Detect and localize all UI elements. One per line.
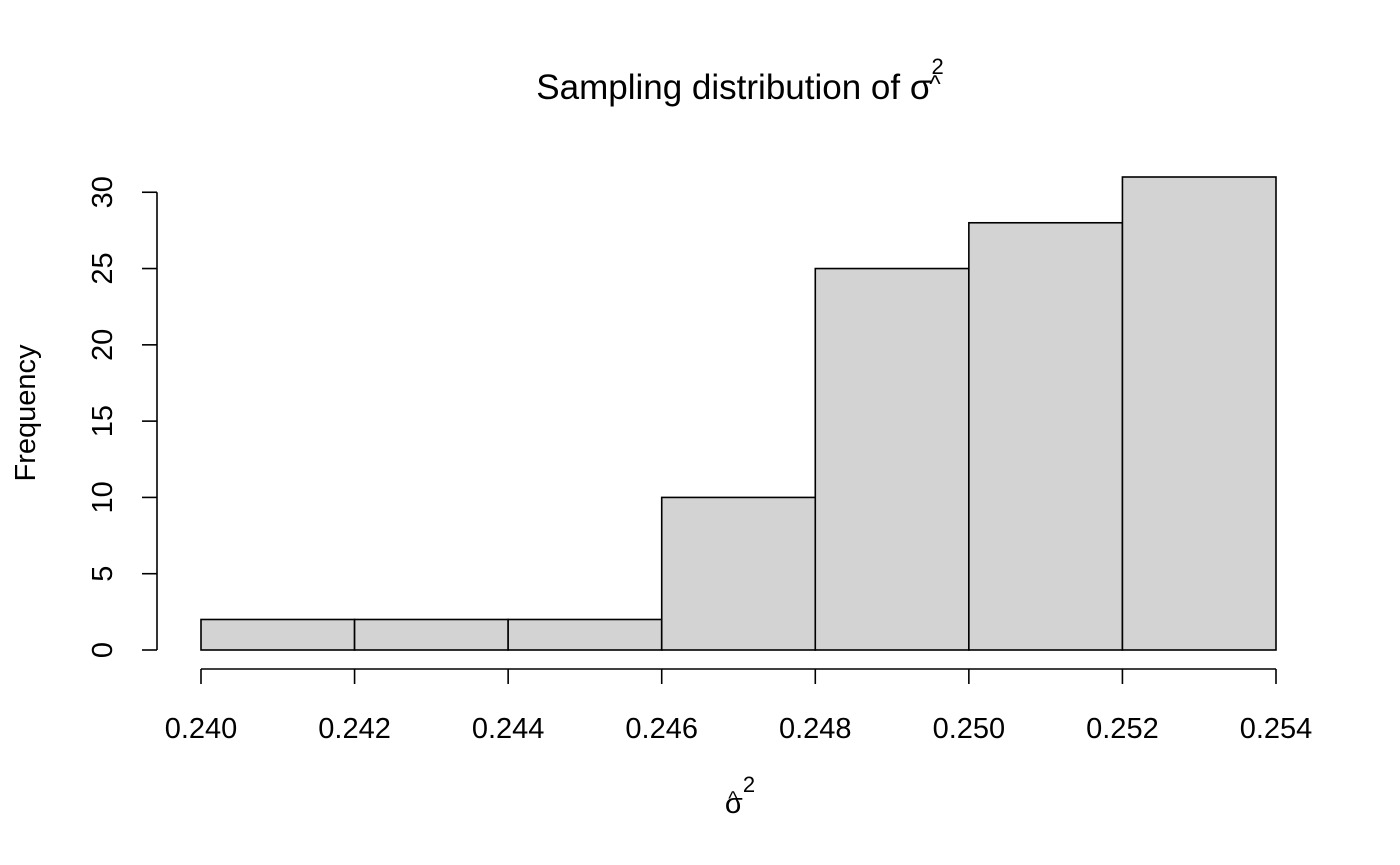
x-tick-label: 0.246: [625, 713, 698, 745]
x-tick-label: 0.252: [1086, 713, 1159, 745]
histogram-bar: [814, 267, 970, 651]
histogram-bar: [507, 618, 663, 651]
chart-title-exponent: 2: [931, 54, 943, 79]
histogram-bar: [200, 618, 356, 651]
x-tick-label: 0.250: [933, 713, 1006, 745]
x-tick-label: 0.254: [1240, 713, 1313, 745]
x-tick-label: 0.244: [472, 713, 545, 745]
y-tick-label: 25: [87, 252, 119, 284]
x-axis-title-hat: ^: [728, 788, 738, 810]
y-tick-label: 0: [87, 642, 119, 658]
y-axis: 0 5 10 15 20 25 30: [87, 176, 158, 658]
y-tick-label: 15: [87, 405, 119, 437]
histogram-bar: [1121, 176, 1277, 651]
x-tick-label: 0.240: [165, 713, 238, 745]
y-axis-title: Frequency: [10, 344, 42, 482]
y-tick-label: 20: [87, 329, 119, 361]
x-axis-title: σ2: [725, 772, 755, 820]
bars-group: [200, 176, 1277, 651]
chart-title-symbol: σ: [910, 68, 932, 107]
x-tick-label: 0.242: [318, 713, 391, 745]
y-tick-label: 10: [87, 481, 119, 513]
chart-title-hat: ^: [929, 71, 941, 98]
histogram-bar: [968, 221, 1124, 651]
histogram-bar: [660, 496, 817, 651]
y-tick-label: 30: [87, 176, 119, 208]
chart-title: Sampling distribution of σ2: [536, 54, 943, 107]
y-tick-label: 5: [87, 566, 119, 582]
x-tick-label: 0.248: [779, 713, 852, 745]
x-axis-title-symbol: σ: [725, 788, 743, 820]
chart-title-text: Sampling distribution of: [536, 68, 910, 107]
x-axis-title-exponent: 2: [743, 772, 755, 797]
histogram-bar: [353, 618, 509, 651]
x-axis: 0.240 0.242 0.244 0.246 0.248 0.250 0.252 0.254: [165, 668, 1313, 745]
